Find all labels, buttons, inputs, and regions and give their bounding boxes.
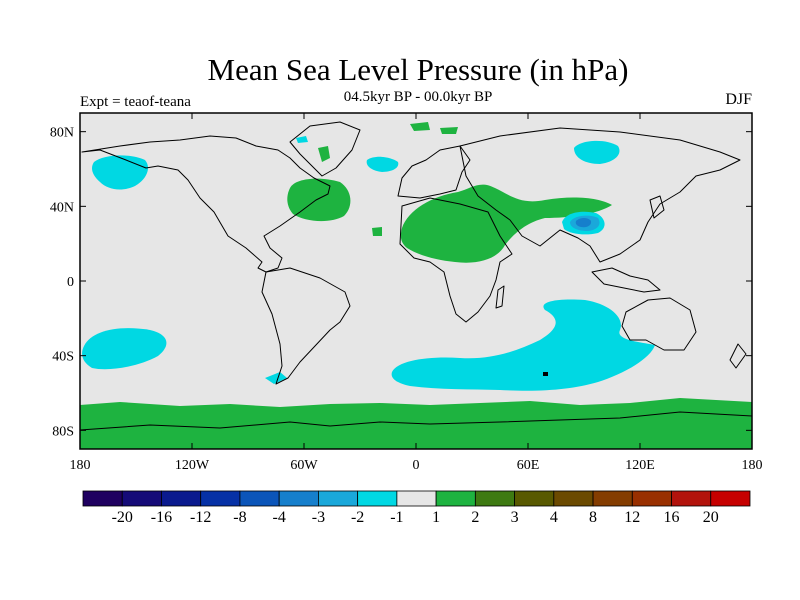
anomaly-core-tibet-strong: [575, 218, 592, 228]
colorbar-label: -3: [312, 509, 325, 526]
lon-tick-label: 60E: [517, 458, 540, 473]
experiment-label: Expt = teaof-teana: [80, 94, 191, 110]
lat-tick-label: 80N: [50, 126, 74, 141]
colorbar-label: 20: [703, 509, 719, 526]
colorbar-swatch: [396, 490, 437, 507]
coastlines: [80, 121, 752, 431]
anomaly-region-south-america-tip: [265, 372, 287, 384]
colorbar-swatch: [239, 490, 280, 507]
coastline-maritime-se-asia: [591, 267, 661, 293]
axis-ticks: 80N 40N 0 40S 80S 180 120W 60W 0 60E 120E 180: [50, 113, 763, 473]
colorbar-label: -16: [151, 509, 172, 526]
anomaly-region-southern-ocean: [391, 299, 655, 391]
coastline-new-zealand: [729, 343, 747, 369]
lon-tick-label: 120W: [175, 458, 210, 473]
colorbar-swatch: [631, 490, 672, 507]
map-background: [80, 113, 752, 449]
anomaly-region-greenland: [318, 146, 330, 162]
lon-tick-label: 120E: [625, 458, 655, 473]
lat-tick-label: 40S: [52, 350, 74, 365]
colorbar-swatch: [553, 490, 594, 507]
colorbar-label: 3: [511, 509, 519, 526]
colorbar-swatch: [278, 490, 319, 507]
lon-tick-label: 180: [742, 458, 763, 473]
colorbar-swatch: [435, 490, 476, 507]
colorbar-label: -20: [112, 509, 133, 526]
colorbar-swatch: [82, 490, 123, 507]
colorbar-swatch: [514, 490, 555, 507]
coastline-antarctica: [80, 411, 752, 431]
coastline-africa: [399, 197, 513, 323]
anomaly-region-north-pacific: [92, 155, 149, 190]
map-title: Mean Sea Level Pressure (in hPa): [207, 52, 629, 87]
colorbar-label: 12: [624, 509, 640, 526]
colorbar-swatch: [710, 490, 751, 507]
colorbar-label: -2: [351, 509, 364, 526]
lon-tick-label: 0: [413, 458, 420, 473]
anomaly-region-west-atlantic: [372, 227, 382, 236]
colorbar-label: 8: [589, 509, 597, 526]
colorbar-label: 2: [471, 509, 479, 526]
anomaly-region-africa-asia: [400, 184, 612, 263]
colorbar-swatch: [318, 490, 359, 507]
lat-tick-label: 40N: [50, 200, 74, 215]
coastline-madagascar: [495, 285, 505, 309]
colorbar-label: 1: [432, 509, 440, 526]
anomaly-region-siberia: [574, 140, 620, 164]
anomaly-region-greenland-sea: [296, 136, 308, 143]
coastline-australia: [621, 297, 697, 351]
coastline-japan: [649, 195, 665, 219]
colorbar: -20 -16 -12 -8 -4 -3 -2 -1 1 2 3 4 8 12 16 20: [82, 490, 751, 526]
lon-tick-label: 180: [70, 458, 91, 473]
anomaly-region-north-atlantic: [287, 178, 351, 222]
season-label: DJF: [725, 91, 752, 108]
anomaly-region-scandinavia: [410, 122, 430, 131]
lat-tick-label: 0: [67, 275, 74, 290]
colorbar-swatch: [671, 490, 712, 507]
colorbar-swatch: [161, 490, 202, 507]
coastline-europe: [397, 145, 471, 199]
colorbar-label: -12: [190, 509, 211, 526]
colorbar-swatch: [592, 490, 633, 507]
lon-tick-label: 60W: [290, 458, 318, 473]
coastline-greenland: [289, 121, 361, 177]
colorbar-label: -1: [390, 509, 403, 526]
colorbar-swatch: [200, 490, 241, 507]
coastline-asia: [459, 127, 741, 263]
colorbar-label: 4: [550, 509, 558, 526]
anomaly-region-south-pacific: [82, 328, 167, 370]
colorbar-swatch: [474, 490, 515, 507]
colorbar-swatch: [121, 490, 162, 507]
coastline-north-america: [81, 135, 331, 273]
colorbar-swatch: [357, 490, 398, 507]
coastline-south-america: [261, 267, 351, 385]
lat-tick-label: 80S: [52, 424, 74, 439]
colorbar-label: -8: [233, 509, 246, 526]
anomaly-marker: [543, 372, 548, 376]
colorbar-label: -4: [273, 509, 286, 526]
map-subtitle: 04.5kyr BP - 00.0kyr BP: [343, 89, 493, 105]
colorbar-label: 16: [664, 509, 680, 526]
anomaly-region-arctic: [440, 127, 458, 134]
anomaly-region-barents: [366, 156, 399, 172]
pressure-anomaly-shading: [80, 122, 752, 449]
